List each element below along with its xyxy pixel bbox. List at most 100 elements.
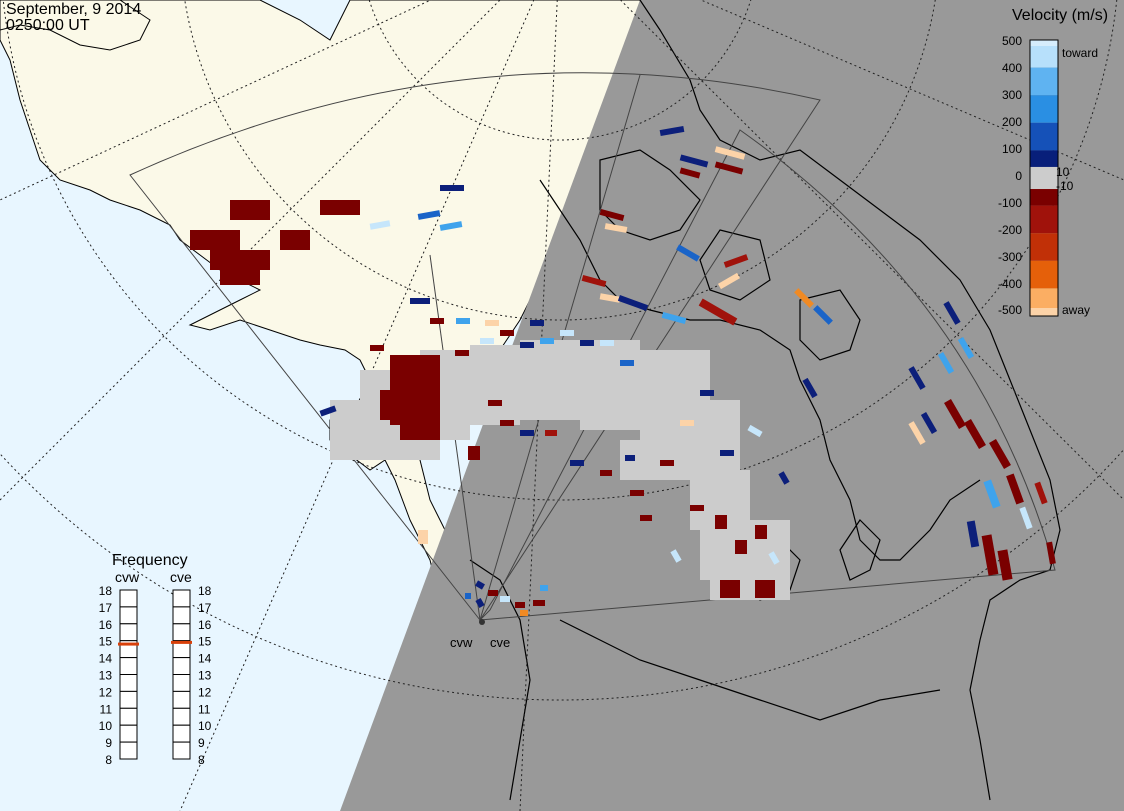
scatter-cell bbox=[698, 298, 738, 326]
scatter-cell bbox=[580, 340, 594, 346]
frequency-tick-label: 18 bbox=[99, 584, 113, 598]
legend-color-block bbox=[1030, 122, 1058, 151]
frequency-tick-label: 15 bbox=[99, 635, 113, 649]
scatter-cell bbox=[540, 338, 554, 344]
scatter-cell bbox=[937, 351, 955, 375]
frequency-tick-label: 17 bbox=[198, 601, 212, 615]
legend-color-block bbox=[1030, 233, 1058, 261]
scatter-cell bbox=[456, 318, 470, 324]
radar-site-marker bbox=[479, 619, 485, 625]
frequency-tick-label: 9 bbox=[198, 736, 205, 750]
legend-color-block bbox=[1030, 95, 1058, 123]
scatter-cell bbox=[1019, 506, 1033, 530]
scatter-cell bbox=[369, 220, 391, 230]
scatter-cell bbox=[520, 342, 534, 348]
scatter-cell bbox=[802, 377, 818, 399]
scatter-cell bbox=[488, 590, 498, 596]
scatter-cell bbox=[540, 585, 548, 591]
legend-toward-label: toward bbox=[1062, 46, 1098, 60]
frequency-cell bbox=[119, 623, 138, 642]
scatter-cell bbox=[679, 154, 709, 168]
scatter-cell bbox=[440, 185, 464, 191]
frequency-cell bbox=[172, 674, 191, 692]
frequency-tick-label: 12 bbox=[198, 685, 212, 699]
scatter-cell bbox=[620, 360, 634, 366]
legend-color-block bbox=[1030, 205, 1058, 234]
legend-tick-label: -10 bbox=[1056, 179, 1074, 193]
scatter-cell bbox=[600, 340, 614, 346]
frequency-tick-label: 10 bbox=[198, 719, 212, 733]
scatter-cell bbox=[545, 430, 557, 436]
scatter-cell bbox=[659, 125, 685, 137]
frequency-tick-label: 11 bbox=[198, 702, 211, 716]
scatter-cell bbox=[1034, 481, 1048, 505]
scatter-cell bbox=[210, 250, 270, 270]
scatter-cell bbox=[920, 411, 938, 435]
scatter-cell bbox=[680, 420, 694, 426]
scatter-cell bbox=[768, 551, 780, 565]
frequency-cell bbox=[172, 690, 191, 709]
scatter-cell bbox=[714, 161, 744, 175]
legend-tick-label: -100 bbox=[998, 196, 1022, 210]
frequency-tick-label: 12 bbox=[99, 685, 113, 699]
scatter-cell bbox=[700, 400, 740, 480]
frequency-tick-label: 8 bbox=[105, 753, 112, 767]
scatter-cell bbox=[714, 146, 746, 160]
scatter-cell bbox=[520, 610, 528, 616]
velocity-scatter bbox=[190, 125, 1056, 616]
scatter-cell bbox=[465, 593, 471, 599]
legend-tick-label: 200 bbox=[1002, 115, 1022, 129]
scatter-cell bbox=[488, 400, 502, 406]
scatter-cell bbox=[600, 470, 612, 476]
scatter-cell bbox=[520, 430, 534, 436]
scatter-cell bbox=[500, 330, 514, 336]
scatter-cell bbox=[570, 460, 584, 466]
scatter-cell bbox=[676, 244, 700, 262]
scatter-cell bbox=[520, 340, 580, 420]
scatter-cell bbox=[470, 345, 520, 425]
scatter-cell bbox=[908, 421, 926, 445]
scatter-cell bbox=[417, 210, 441, 220]
scatter-cell bbox=[735, 540, 747, 554]
scatter-cell bbox=[813, 305, 833, 325]
legend-tick-label: 300 bbox=[1002, 88, 1022, 102]
scatter-cell bbox=[720, 450, 734, 456]
legend-color-block bbox=[1030, 166, 1058, 178]
frequency-tick-label: 10 bbox=[99, 719, 113, 733]
date-label: September, 9 2014 bbox=[6, 1, 142, 18]
scatter-cell bbox=[485, 320, 499, 326]
scatter-cell bbox=[515, 602, 525, 608]
legend-tick-label: 100 bbox=[1002, 142, 1022, 156]
scatter-cell bbox=[661, 311, 687, 325]
radar-sites: cvw cve bbox=[450, 619, 510, 650]
legend-tick-label: 10 bbox=[1056, 165, 1070, 179]
legend-away-label: away bbox=[1062, 303, 1090, 317]
scatter-cell bbox=[533, 600, 545, 606]
scatter-cell bbox=[418, 530, 428, 544]
frequency-panel: Frequency cvw cve 18 17 16 15 14 13 12 11 10 9 8 18… bbox=[99, 552, 212, 767]
frequency-cell bbox=[172, 623, 191, 642]
frequency-tick-label: 8 bbox=[198, 753, 205, 767]
scatter-cell bbox=[500, 596, 510, 602]
frequency-tick-label: 16 bbox=[198, 618, 212, 632]
scatter-cell bbox=[778, 471, 790, 485]
legend-tick-label: -300 bbox=[998, 250, 1022, 264]
frequency-marker bbox=[118, 642, 139, 646]
scatter-cell bbox=[717, 272, 741, 290]
scatter-cell bbox=[908, 366, 926, 390]
scatter-cell bbox=[720, 580, 740, 598]
scatter-cell bbox=[319, 405, 337, 417]
legend-border bbox=[1029, 39, 1059, 317]
scatter-cell bbox=[981, 534, 999, 576]
scatter-cell bbox=[943, 301, 961, 325]
frequency-tick-label: 14 bbox=[99, 652, 113, 666]
scatter-cell bbox=[430, 318, 444, 324]
frequency-tick-label: 13 bbox=[99, 669, 113, 683]
frequency-label-cve: cve bbox=[170, 569, 192, 585]
radar-site-label-cvw: cvw bbox=[450, 635, 473, 650]
scatter-cell bbox=[580, 340, 640, 430]
legend-color-block bbox=[1030, 189, 1058, 206]
frequency-cell bbox=[172, 589, 191, 608]
radar-site-label-cve: cve bbox=[490, 635, 510, 650]
time-label: 0250:00 UT bbox=[6, 17, 90, 34]
